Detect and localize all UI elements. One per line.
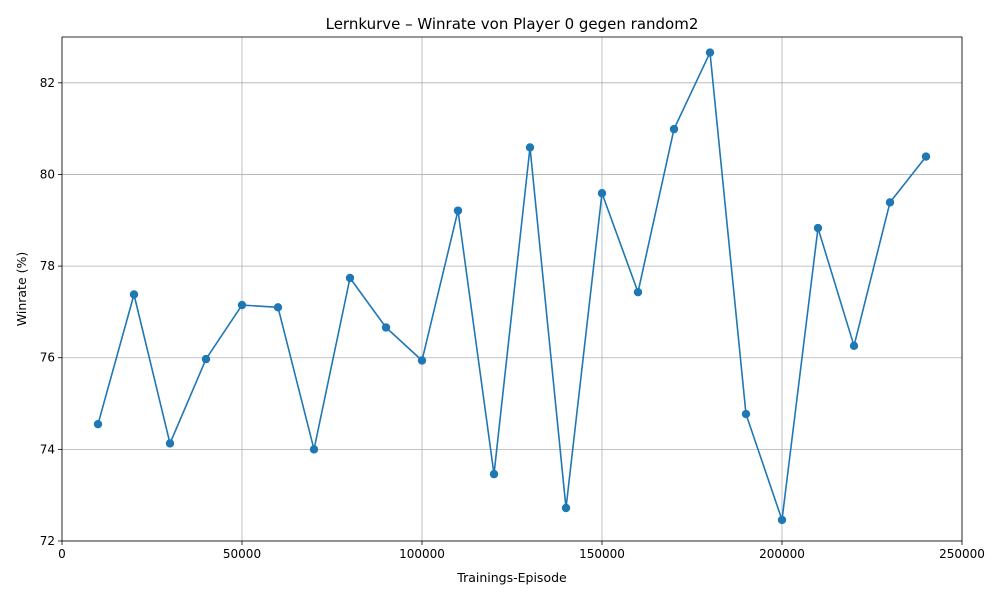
x-tick-label: 50000 xyxy=(223,547,261,561)
x-tick-label: 100000 xyxy=(399,547,445,561)
data-point xyxy=(885,198,895,207)
y-tick-label: 80 xyxy=(40,167,55,181)
x-tick-label: 150000 xyxy=(579,547,625,561)
data-point xyxy=(669,124,679,134)
data-point xyxy=(273,303,283,312)
data-point xyxy=(849,341,859,351)
data-point xyxy=(129,290,139,299)
data-point xyxy=(453,206,463,215)
chart-title: Lernkurve – Winrate von Player 0 gegen r… xyxy=(326,15,699,33)
y-tick-label: 72 xyxy=(40,534,55,548)
data-point xyxy=(813,223,823,233)
series-layer xyxy=(93,48,931,525)
data-point xyxy=(561,503,571,513)
data-point xyxy=(237,300,247,310)
x-axis-label: Trainings-Episode xyxy=(456,570,567,585)
y-axis-label: Winrate (%) xyxy=(14,252,29,326)
y-tick-label: 82 xyxy=(40,76,55,90)
x-tick-label: 0 xyxy=(58,547,66,561)
x-tick-label: 250000 xyxy=(939,547,985,561)
y-tick-label: 78 xyxy=(40,259,55,273)
data-point xyxy=(93,419,103,429)
y-axis-ticks: 72 74 76 78 80 82 xyxy=(40,76,62,548)
data-point xyxy=(309,445,319,454)
data-point xyxy=(345,273,355,283)
data-point xyxy=(921,152,931,161)
data-point xyxy=(633,288,643,297)
data-point xyxy=(417,356,427,365)
data-point xyxy=(525,143,535,152)
x-tick-label: 200000 xyxy=(759,547,805,561)
y-tick-label: 76 xyxy=(40,351,55,365)
data-point xyxy=(597,189,607,198)
data-point xyxy=(165,439,175,448)
x-axis-ticks: 0 50000 100000 150000 200000 250000 xyxy=(58,541,985,561)
data-point xyxy=(705,48,715,57)
y-tick-label: 74 xyxy=(40,442,55,456)
plot-frame xyxy=(61,36,963,542)
data-point xyxy=(201,354,211,364)
data-point xyxy=(381,323,391,332)
data-point xyxy=(489,469,499,479)
data-point xyxy=(777,515,787,525)
series-line xyxy=(97,51,927,521)
data-point xyxy=(741,409,751,419)
